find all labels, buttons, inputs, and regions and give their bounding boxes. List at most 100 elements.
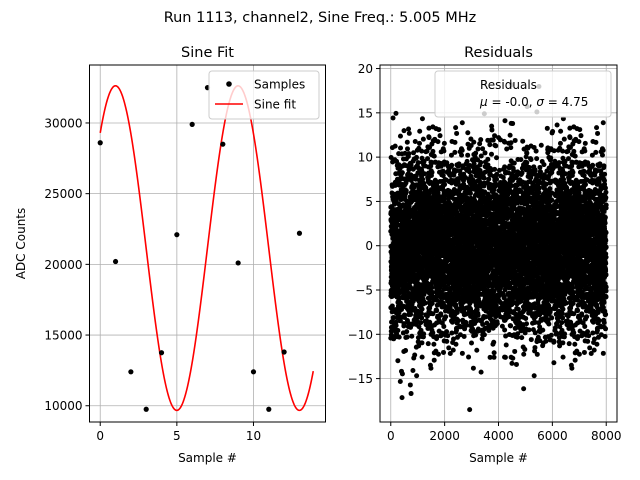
- residual-point: [485, 156, 491, 162]
- residual-point: [431, 357, 437, 363]
- sample-point: [143, 406, 149, 412]
- residual-point: [437, 133, 443, 139]
- sine-fit-xlabel: Sample #: [178, 451, 237, 465]
- sine-fit-grid: [89, 65, 326, 422]
- sine-fit-ytick-label: 30000: [44, 116, 82, 130]
- residual-point: [491, 354, 497, 360]
- residual-point: [431, 341, 437, 347]
- residual-point: [489, 127, 495, 133]
- residual-point: [406, 130, 412, 136]
- residual-point: [494, 321, 500, 327]
- residual-point: [420, 176, 426, 182]
- sine-fit-axes-frame: [89, 64, 326, 423]
- residual-point: [459, 147, 465, 153]
- residual-point: [446, 345, 452, 351]
- residual-point: [453, 168, 459, 174]
- residual-point: [451, 336, 456, 342]
- residual-point: [452, 139, 458, 145]
- sine-fit-ytick-label: 10000: [44, 399, 82, 413]
- residual-point: [419, 306, 425, 312]
- residuals-points-group: [388, 82, 609, 413]
- legend-samples-marker: [226, 81, 232, 87]
- sample-point: [158, 350, 165, 356]
- residual-point: [448, 152, 454, 158]
- residual-point: [388, 328, 394, 334]
- residual-point: [441, 349, 447, 355]
- residual-point: [429, 289, 435, 295]
- residual-point: [512, 137, 518, 143]
- residual-point: [464, 158, 470, 164]
- residual-point: [502, 327, 508, 333]
- residual-point: [508, 145, 514, 151]
- residual-point: [481, 175, 487, 181]
- residual-point: [486, 176, 492, 182]
- residual-point: [415, 160, 421, 166]
- residual-point: [399, 371, 405, 377]
- residual-point: [425, 156, 431, 162]
- residual-point: [493, 143, 499, 149]
- residual-point: [502, 354, 508, 360]
- residual-point: [418, 320, 424, 326]
- residual-point: [430, 330, 436, 336]
- residual-point: [399, 395, 405, 401]
- sine-fit-legend-box: [208, 70, 320, 120]
- residual-point: [390, 115, 396, 121]
- residual-point: [519, 335, 525, 341]
- residual-point: [440, 173, 446, 179]
- sine-fit-ytick-label: 15000: [44, 329, 82, 343]
- residual-point: [414, 373, 420, 379]
- residual-point: [443, 314, 449, 320]
- sample-point: [128, 369, 134, 375]
- residual-point: [510, 121, 516, 127]
- sine-fit-legend: Samples Sine fit: [208, 70, 320, 120]
- residual-point: [500, 175, 506, 180]
- residual-point: [410, 367, 416, 373]
- residual-point: [408, 162, 414, 168]
- residual-point: [393, 323, 399, 329]
- residual-point: [467, 407, 473, 413]
- residual-point: [455, 318, 461, 324]
- residual-point: [480, 146, 486, 152]
- residual-point: [388, 154, 394, 160]
- residual-point: [453, 125, 459, 131]
- residual-point: [441, 323, 447, 329]
- sample-point: [174, 232, 180, 238]
- residual-point: [489, 151, 494, 157]
- sample-point: [296, 230, 303, 236]
- residual-point: [389, 319, 395, 325]
- residual-point: [435, 190, 441, 196]
- sample-point: [250, 369, 257, 375]
- residual-point: [396, 334, 402, 340]
- sample-point: [112, 258, 119, 265]
- residual-point: [403, 188, 409, 194]
- residual-point: [449, 330, 455, 336]
- residual-point: [408, 391, 414, 397]
- sine-fit-samples-group: [97, 85, 303, 412]
- residual-point: [444, 329, 450, 335]
- residual-point: [519, 170, 525, 176]
- residual-point: [419, 116, 425, 122]
- residual-point: [491, 339, 497, 345]
- residual-point: [397, 379, 403, 385]
- residual-point: [416, 343, 422, 349]
- residual-point: [436, 127, 442, 133]
- residual-point: [478, 137, 484, 143]
- sample-point: [235, 260, 241, 266]
- residual-point: [405, 146, 410, 152]
- residual-point: [507, 132, 513, 138]
- residual-point: [419, 340, 425, 346]
- residual-point: [409, 333, 415, 339]
- sine-fit-xtick-label: 10: [246, 429, 261, 443]
- residual-point: [404, 329, 410, 335]
- residual-point: [430, 148, 436, 154]
- residual-point: [389, 303, 395, 309]
- residual-point: [475, 312, 481, 318]
- residual-point: [418, 327, 424, 333]
- residual-point: [509, 360, 515, 366]
- residual-point: [412, 352, 418, 358]
- residual-point: [417, 128, 423, 134]
- residual-point: [461, 333, 467, 339]
- residual-point: [502, 164, 508, 170]
